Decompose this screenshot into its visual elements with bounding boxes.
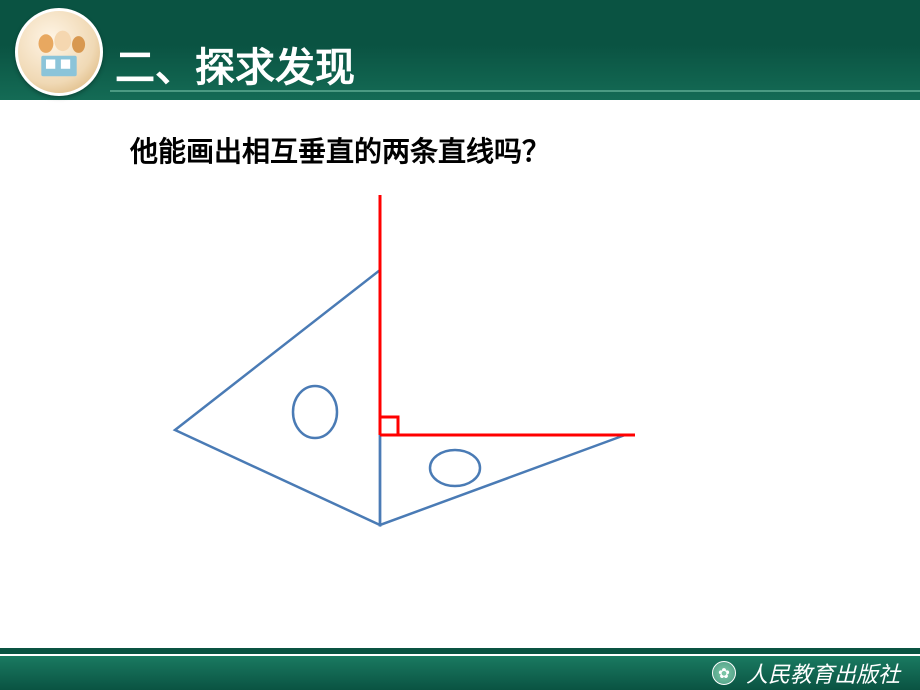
logo-badge <box>15 8 103 96</box>
footer-main: ✿ 人民教育出版社 <box>0 656 920 690</box>
slide-footer: ✿ 人民教育出版社 <box>0 650 920 690</box>
publisher-name: 人民教育出版社 <box>746 657 900 689</box>
logo-illustration <box>18 11 100 93</box>
footer-accent-bar <box>0 648 920 654</box>
diagram-svg <box>0 190 920 620</box>
header-divider <box>110 90 920 92</box>
publisher-logo-icon: ✿ <box>712 661 736 685</box>
slide-header: 二、探求发现 <box>0 0 920 100</box>
geometry-diagram <box>0 190 920 620</box>
section-title: 二、探求发现 <box>115 35 355 93</box>
question-text: 他能画出相互垂直的两条直线吗？ <box>130 130 550 170</box>
